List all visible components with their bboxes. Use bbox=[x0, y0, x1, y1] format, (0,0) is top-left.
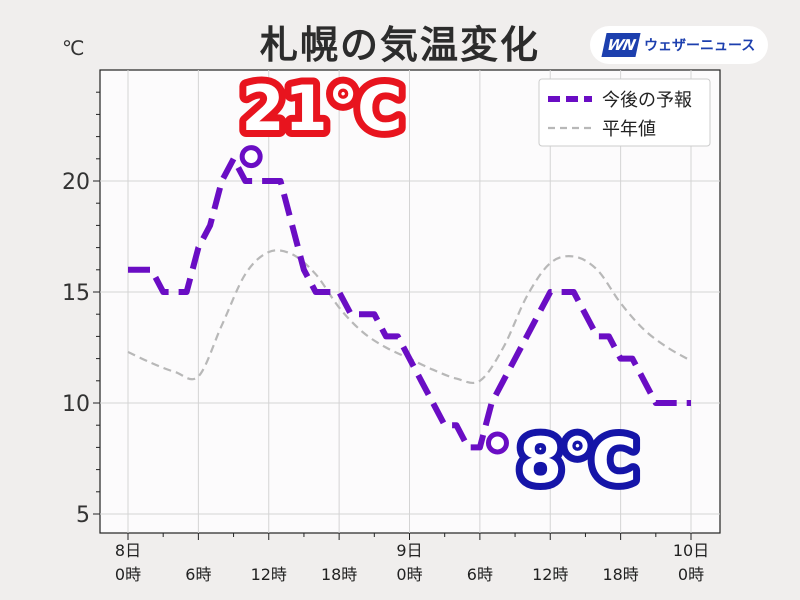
x-tick-label: 12時 bbox=[251, 565, 287, 584]
weathernews-logo: WN ウェザーニュース bbox=[590, 26, 768, 64]
x-tick-label: 6時 bbox=[467, 565, 493, 584]
svg-text:21℃: 21℃ bbox=[241, 72, 402, 145]
legend-label-forecast: 今後の予報 bbox=[602, 90, 692, 111]
grid bbox=[100, 70, 720, 533]
x-tick-label: 6時 bbox=[185, 565, 211, 584]
y-tick-label: 5 bbox=[76, 503, 90, 528]
svg-text:21℃: 21℃ bbox=[241, 72, 402, 145]
max-temp-label: 21℃21℃ bbox=[234, 65, 409, 152]
x-tick-label: 12時 bbox=[532, 565, 568, 584]
legend-label-normal: 平年値 bbox=[602, 119, 656, 140]
min-marker bbox=[485, 431, 509, 455]
page-title: 札幌の気温変化 bbox=[259, 23, 540, 67]
x-tick-label: 18時 bbox=[321, 565, 357, 584]
x-tick-label: 9日 0時 bbox=[396, 541, 422, 584]
series-forecast-line bbox=[128, 155, 691, 451]
legend-box bbox=[538, 78, 711, 147]
x-tick-label: 8日 0時 bbox=[115, 541, 141, 584]
y-tick-label: 15 bbox=[62, 281, 90, 306]
y-axis: 5 10 15 20 bbox=[62, 91, 100, 528]
x-tick-label: 10日 0時 bbox=[673, 541, 709, 584]
logo-text: ウェザーニュース bbox=[644, 38, 756, 54]
svg-text:8℃: 8℃ bbox=[519, 424, 637, 497]
y-tick-label: 20 bbox=[62, 170, 90, 195]
svg-text:8℃: 8℃ bbox=[519, 424, 637, 497]
max-marker bbox=[239, 145, 263, 169]
y-axis-unit: ℃ bbox=[62, 36, 85, 60]
min-temp-label: 8℃8℃ bbox=[512, 417, 644, 504]
y-tick-label: 10 bbox=[62, 392, 90, 417]
x-tick-label: 18時 bbox=[602, 565, 638, 584]
x-axis: 8日 0時 6時 12時 18時 9日 0時 6時 12時 18時 10日 0時 bbox=[115, 533, 709, 584]
